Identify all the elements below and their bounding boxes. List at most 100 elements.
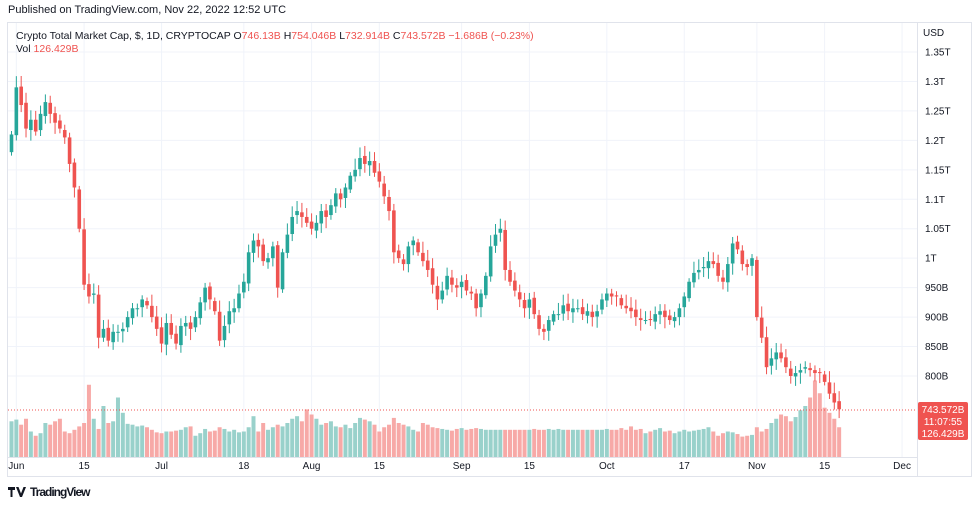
candle-body (300, 212, 304, 217)
volume-bar (687, 431, 692, 457)
volume-bar (759, 431, 764, 457)
candle-body (309, 221, 314, 229)
volume-bar (261, 423, 266, 457)
x-tick-label: Jul (155, 461, 168, 472)
volume-bar (653, 429, 658, 457)
candle-body (212, 301, 217, 312)
candle-body (304, 216, 309, 223)
volume-bar (720, 433, 725, 457)
volume-bar (469, 428, 474, 457)
volume-bar (745, 435, 750, 457)
candle-body (406, 246, 411, 265)
candle-body (377, 171, 382, 182)
candle-body (24, 102, 28, 129)
volume-bar (391, 417, 396, 457)
volume-bar (817, 393, 822, 457)
volume-bar (522, 429, 527, 457)
volume-bar (101, 406, 106, 457)
candle-body (125, 317, 130, 328)
candle-body (537, 315, 541, 329)
candle-body (38, 113, 43, 131)
candle-body (348, 175, 353, 190)
volume-bar (648, 431, 653, 457)
candle-body (498, 228, 503, 233)
tradingview-logo-text[interactable]: TradingView (30, 485, 90, 499)
volume-bar (503, 429, 508, 457)
volume-bar (111, 421, 116, 457)
candle-body (730, 243, 735, 264)
candle-body (198, 302, 203, 319)
x-tick-label: 15 (524, 461, 536, 472)
candle-body (343, 187, 348, 198)
volume-bar (43, 423, 48, 457)
volume-bar (217, 427, 222, 457)
volume-bar (754, 427, 759, 457)
volume-bar (624, 429, 629, 457)
candle-body (290, 216, 295, 235)
y-tick-label: 950B (925, 283, 949, 294)
x-tick-label: 15 (819, 461, 831, 472)
candle-body (111, 331, 115, 343)
candle-body (295, 211, 299, 216)
volume-bar (348, 428, 353, 457)
candle-body (242, 281, 246, 293)
candle-body (716, 262, 720, 276)
volume-bar (164, 431, 169, 457)
candle-body (116, 331, 120, 333)
volume-bar (454, 428, 459, 457)
volume-bar (149, 429, 154, 457)
volume-bar (241, 431, 246, 457)
chart-frame[interactable] (7, 22, 972, 477)
candle-body (808, 368, 812, 371)
volume-value: 126.429B (33, 43, 79, 55)
volume-bar (793, 417, 798, 457)
volume-bar (82, 423, 87, 457)
candle-body (575, 308, 580, 310)
candle-body (333, 193, 338, 207)
close-value: 743.572B (400, 30, 446, 42)
open-label: O (233, 30, 242, 42)
candle-body (440, 290, 445, 300)
candle-body (217, 311, 222, 341)
volume-bar (750, 434, 755, 457)
volume-bar (803, 406, 808, 457)
volume-bar (367, 421, 372, 457)
candle-body (285, 234, 290, 253)
candle-body (106, 327, 111, 341)
candle-body (101, 328, 106, 338)
candle-body (687, 281, 691, 299)
candle-body (91, 293, 96, 295)
candle-body (275, 245, 280, 288)
candle-body (479, 293, 483, 308)
volume-bar (701, 428, 706, 457)
volume-bar (145, 427, 150, 457)
volume-bar (716, 435, 721, 457)
candle-body (227, 311, 232, 325)
published-note: Published on TradingView.com, Nov 22, 20… (8, 4, 287, 16)
candle-body (793, 373, 798, 377)
footer: TradingView (8, 485, 90, 499)
high-value: 754.046B (291, 30, 337, 42)
volume-bar (343, 424, 348, 457)
volume-bar (285, 423, 290, 457)
volume-bar (498, 429, 503, 457)
candle-body (319, 211, 324, 224)
volume-bar (662, 431, 667, 457)
volume-bar (33, 435, 38, 457)
volume-bar (28, 431, 33, 457)
candle-body (77, 189, 82, 229)
x-tick-label: 18 (238, 461, 250, 472)
volume-bar (222, 428, 227, 457)
volume-bar (57, 418, 62, 457)
y-tick-label: 1.35T (925, 48, 951, 59)
candle-body (392, 210, 396, 253)
volume-bar (198, 433, 203, 457)
volume-bar (169, 431, 174, 457)
volume-bar (125, 423, 130, 457)
volume-bar (619, 428, 624, 457)
candle-body (517, 292, 522, 300)
volume-bar (672, 433, 677, 457)
volume-bar (483, 429, 488, 457)
volume-bar (203, 428, 208, 457)
